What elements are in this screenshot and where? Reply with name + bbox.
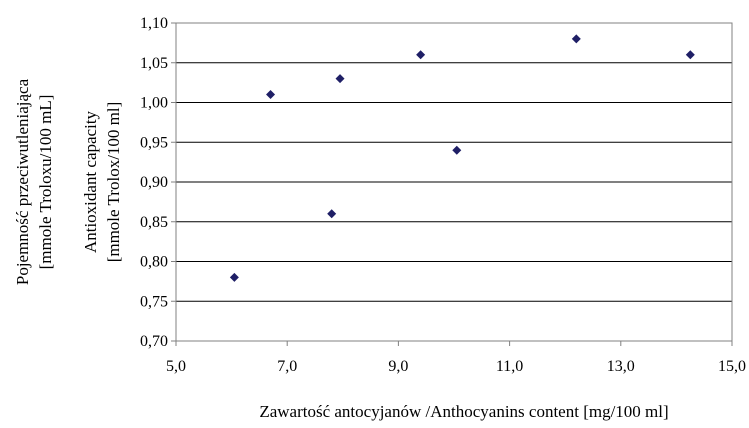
y-tick-label: 0,90 (140, 174, 168, 191)
x-tick-label: 9,0 (388, 358, 408, 375)
data-point (335, 74, 345, 84)
y-axis-title-line: Pojemność przeciwutleniająca (13, 78, 32, 285)
y-axis-title: Pojemność przeciwutleniająca [mmole Trolo… (13, 78, 123, 285)
data-point (266, 90, 276, 100)
y-tick-label: 0,75 (140, 293, 168, 310)
y-tick-label: 0,95 (140, 134, 168, 151)
y-tick-label: 0,70 (140, 333, 168, 350)
x-axis-ticks: 5,0 7,0 9,0 11,0 13,0 15,0 (166, 341, 746, 375)
x-tick-label: 7,0 (277, 358, 297, 375)
data-point (229, 272, 239, 282)
y-tick-label: 1,05 (140, 55, 168, 72)
data-point (327, 209, 337, 219)
x-tick-label: 15,0 (718, 358, 746, 375)
x-tick-label: 13,0 (607, 358, 635, 375)
data-point (416, 50, 426, 60)
y-axis-title-line: Antioxidant capacity (81, 110, 100, 253)
y-axis-title-line: [mmole Trolox/100 ml] (104, 102, 123, 263)
data-point (685, 50, 695, 60)
x-axis-title: Zawartość antocyjanów /Anthocyanins cont… (259, 402, 668, 421)
y-axis-ticks: 0,70 0,75 0,80 0,85 0,90 0,95 1,00 1,05 1,10 (140, 15, 176, 350)
y-tick-label: 0,85 (140, 214, 168, 231)
data-point (571, 34, 581, 44)
y-axis-title-line: [mmole Troloxu/100 mL] (36, 95, 55, 270)
x-tick-label: 11,0 (496, 358, 523, 375)
y-tick-label: 0,80 (140, 254, 168, 271)
data-point (452, 145, 462, 155)
gridlines (176, 62, 732, 302)
data-points (229, 34, 695, 282)
x-tick-label: 5,0 (166, 358, 186, 375)
y-tick-label: 1,00 (140, 95, 168, 112)
y-tick-label: 1,10 (140, 15, 168, 32)
